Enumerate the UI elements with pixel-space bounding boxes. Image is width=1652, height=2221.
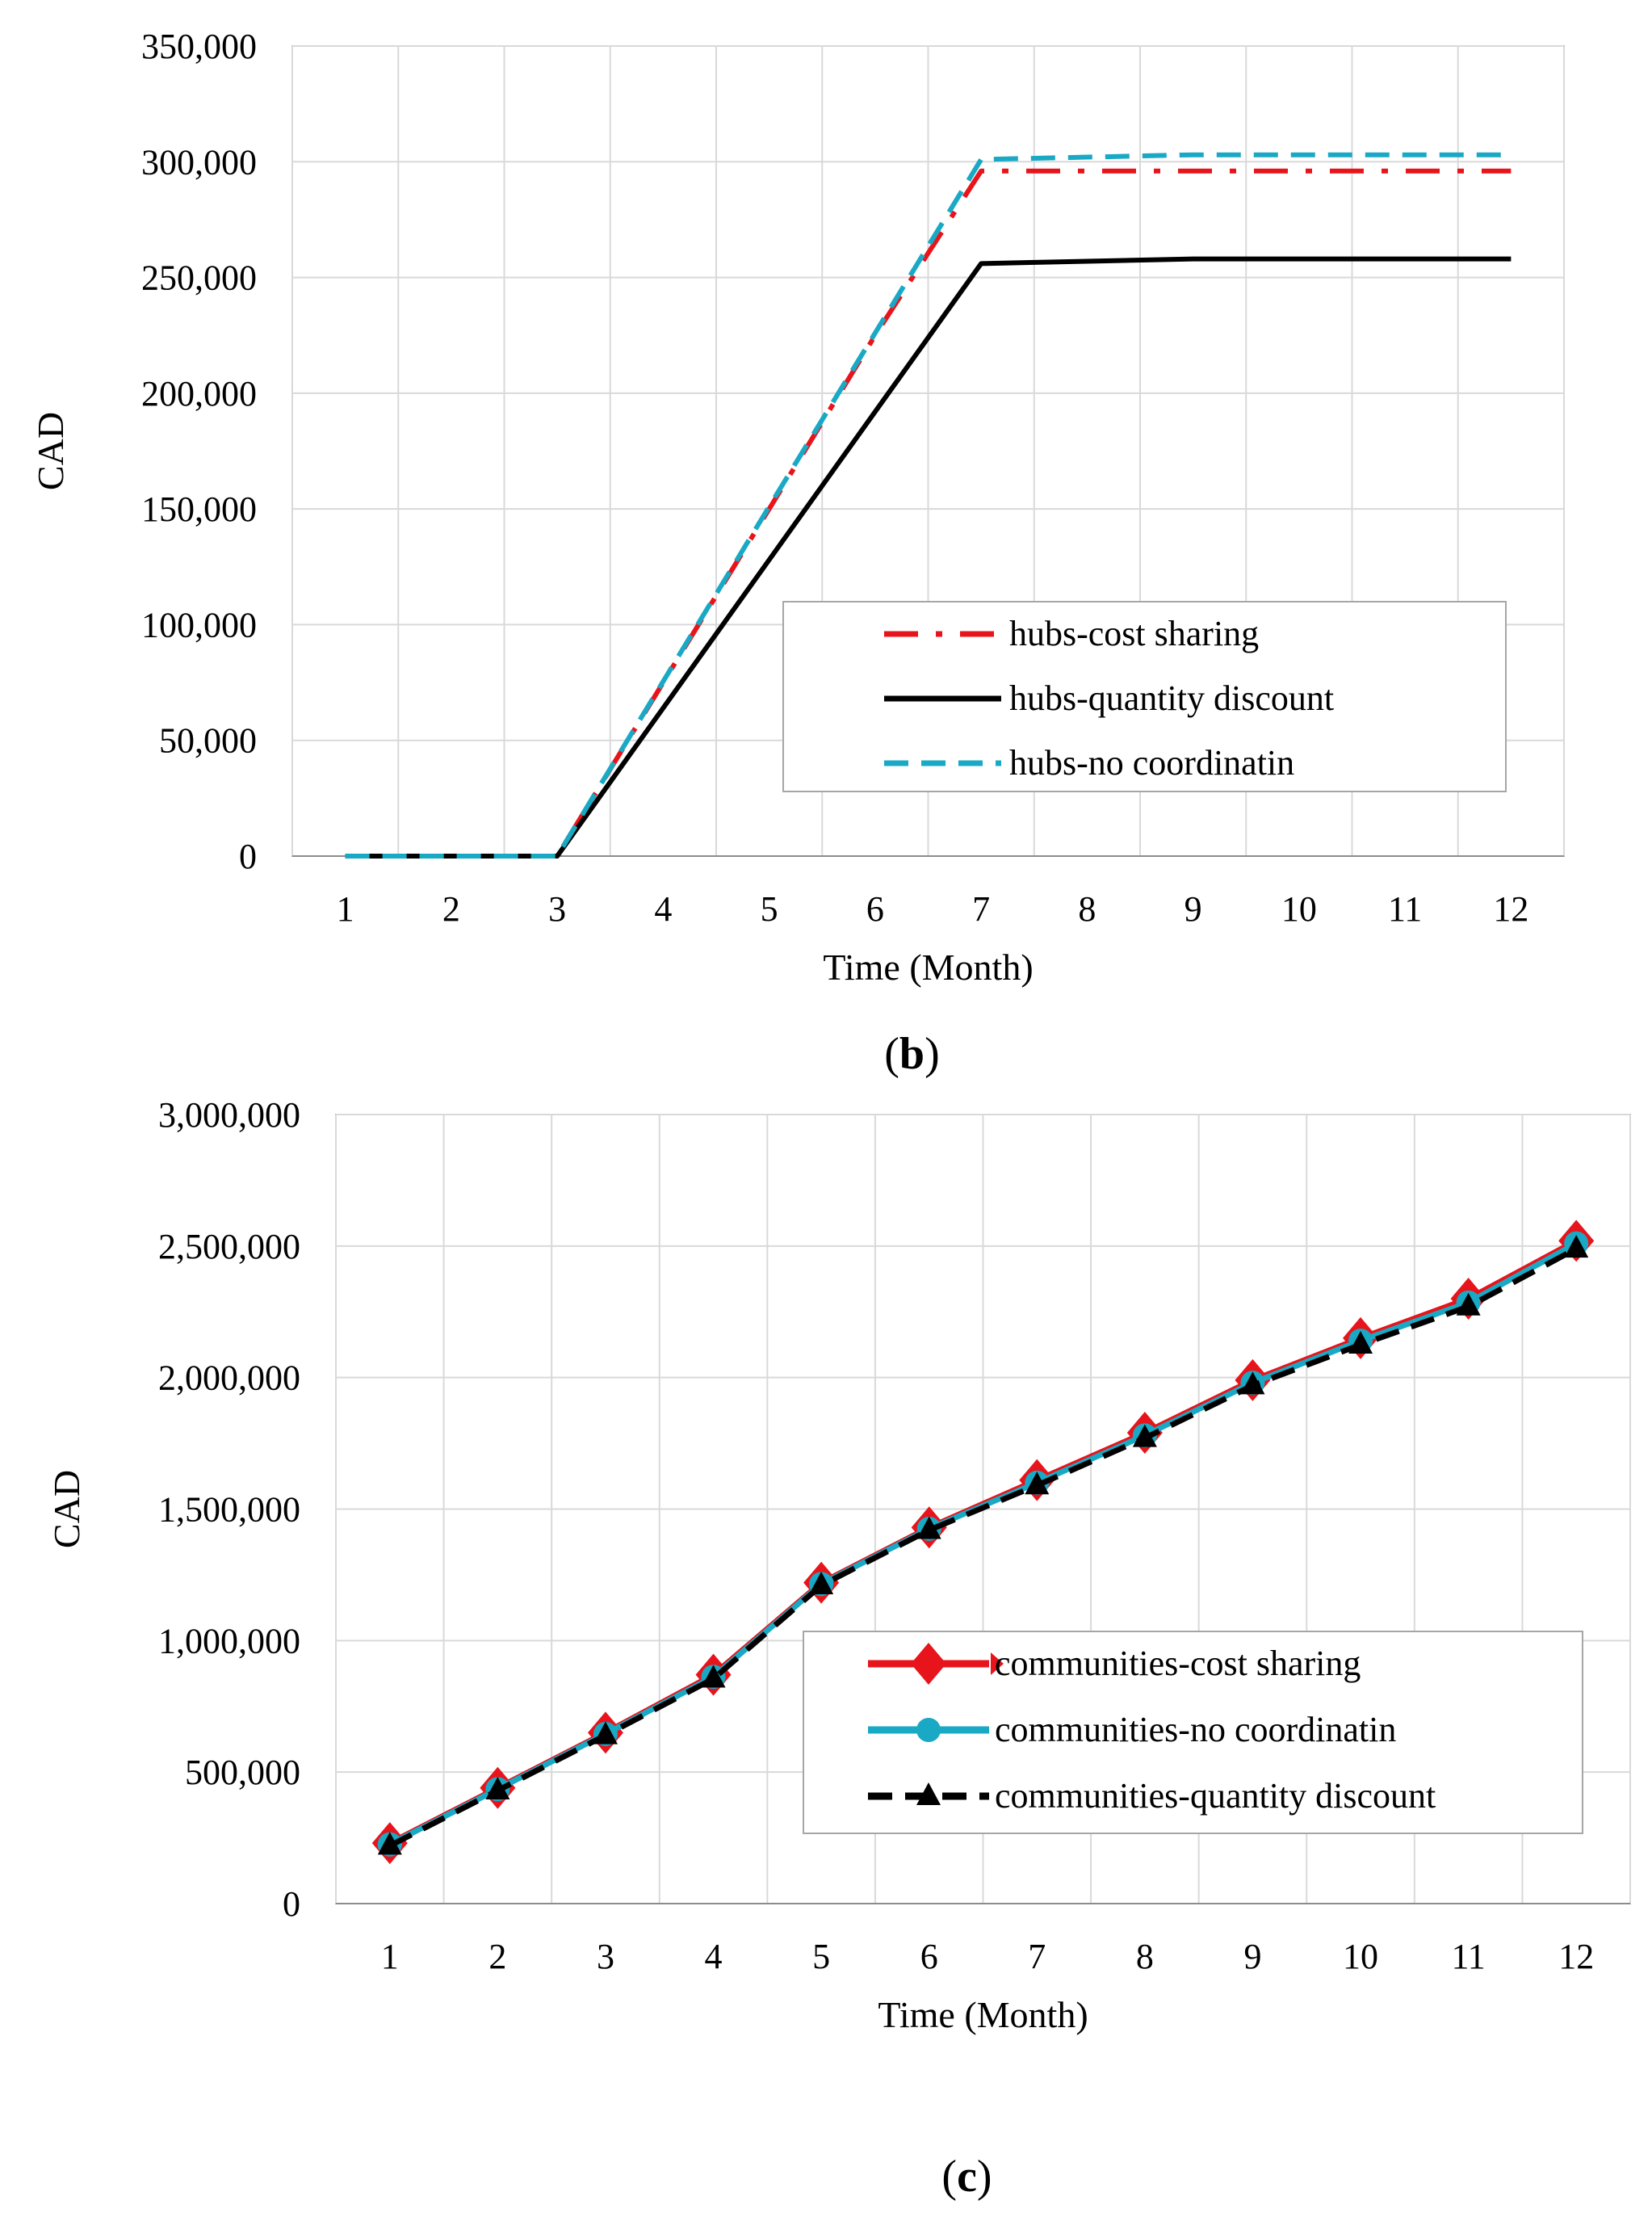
x-tick-labels-b: 1 2 3 4 5 6 7 8 9 10 11 12 (337, 889, 1529, 929)
x-tick-label: 6 (920, 1937, 938, 1976)
x-tick-label: 6 (866, 889, 884, 929)
x-tick-labels-c: 1 2 3 4 5 6 7 8 9 10 11 12 (381, 1937, 1594, 1976)
x-tick-label: 1 (381, 1937, 399, 1976)
y-tick-labels-c: 0 500,000 1,000,000 1,500,000 2,000,000 2,500… (158, 1095, 300, 1924)
data-point-triangle (593, 1721, 618, 1744)
y-tick-label: 100,000 (141, 605, 257, 644)
x-tick-label: 2 (442, 889, 460, 929)
x-tick-label: 3 (548, 889, 566, 929)
legend-marker (916, 1718, 941, 1742)
x-tick-label: 12 (1493, 889, 1528, 929)
x-tick-label: 8 (1136, 1937, 1154, 1976)
x-tick-label: 10 (1281, 889, 1317, 929)
x-tick-label: 11 (1451, 1937, 1485, 1976)
y-tick-label: 500,000 (185, 1753, 300, 1792)
legend-marker (991, 1652, 1004, 1675)
x-tick-label: 8 (1078, 889, 1096, 929)
legend-label: hubs-quantity discount (1009, 678, 1334, 718)
data-point-triangle (916, 1516, 941, 1539)
y-tick-label: 1,000,000 (158, 1621, 300, 1661)
data-point-triangle (701, 1665, 726, 1688)
series-line-hubs-no-coordinatin (345, 152, 1512, 859)
x-tick-label: 7 (1028, 1937, 1046, 1976)
caption-b: (b) (884, 1029, 939, 1079)
x-axis-label-c: Time (Month) (878, 1994, 1088, 2035)
x-tick-label: 11 (1388, 889, 1422, 929)
y-axis-label-b: CAD (30, 412, 71, 490)
y-tick-label: 350,000 (141, 27, 257, 66)
y-tick-label: 250,000 (141, 258, 257, 298)
legend-c: communities-cost sharing communities-no c… (803, 1631, 1583, 1834)
series-group-c (371, 1220, 1595, 1865)
chart-panel-b: 0 50,000 100,000 150,000 200,000 250,000 300,0… (30, 27, 1565, 1079)
x-axis-label-b: Time (Month) (823, 947, 1033, 988)
data-point-triangle (1132, 1424, 1157, 1447)
legend-b: hubs-cost sharing hubs-quantity discount h… (782, 601, 1507, 792)
data-point-triangle (1348, 1330, 1373, 1354)
y-tick-label: 300,000 (141, 142, 257, 182)
data-point-triangle (1240, 1371, 1265, 1395)
legend-marker (911, 1643, 946, 1685)
y-tick-label: 3,000,000 (158, 1095, 300, 1135)
x-tick-label: 1 (337, 889, 354, 929)
y-tick-label: 2,500,000 (158, 1227, 300, 1266)
legend-marker (916, 1782, 941, 1805)
x-tick-label: 12 (1558, 1937, 1594, 1976)
legend-label: communities-quantity discount (995, 1776, 1436, 1816)
series-line-hubs-cost-sharing (345, 168, 1512, 859)
caption-letter-b: b (899, 1029, 925, 1079)
y-tick-label: 0 (239, 837, 257, 876)
y-tick-labels-b: 0 50,000 100,000 150,000 200,000 250,000 300,0… (141, 27, 257, 876)
y-axis-label-c: CAD (46, 1470, 87, 1548)
legend-label: communities-cost sharing (995, 1644, 1361, 1683)
data-point-triangle (1456, 1292, 1481, 1316)
chart-panel-c: 0 500,000 1,000,000 1,500,000 2,000,000 2,500… (46, 1095, 1631, 2202)
x-tick-label: 5 (761, 889, 778, 929)
caption-letter-c: c (957, 2152, 977, 2202)
y-tick-label: 50,000 (159, 721, 257, 761)
x-tick-label: 3 (597, 1937, 614, 1976)
data-point-triangle (1564, 1235, 1589, 1258)
legend-label: hubs-cost sharing (1009, 614, 1259, 653)
x-tick-label: 9 (1243, 1937, 1261, 1976)
y-tick-label: 2,000,000 (158, 1358, 300, 1398)
x-tick-label: 4 (654, 889, 672, 929)
x-tick-label: 2 (488, 1937, 506, 1976)
data-point-triangle (1025, 1472, 1050, 1495)
y-tick-label: 200,000 (141, 374, 257, 414)
y-tick-label: 1,500,000 (158, 1490, 300, 1530)
caption-c: (c) (941, 2152, 992, 2202)
x-tick-label: 9 (1184, 889, 1202, 929)
x-tick-label: 5 (812, 1937, 830, 1976)
y-tick-label: 150,000 (141, 489, 257, 529)
series-line-communities-quantity-discount (388, 1246, 1578, 1849)
data-point-triangle (809, 1571, 834, 1594)
series-group-b (345, 152, 1512, 859)
data-point-triangle (485, 1776, 510, 1799)
data-point-triangle (377, 1832, 402, 1855)
legend-label: communities-no coordinatin (995, 1710, 1396, 1749)
x-tick-label: 7 (972, 889, 990, 929)
y-tick-label: 0 (283, 1884, 300, 1924)
x-tick-label: 4 (705, 1937, 723, 1976)
x-tick-label: 10 (1343, 1937, 1378, 1976)
legend-label: hubs-no coordinatin (1009, 743, 1294, 783)
